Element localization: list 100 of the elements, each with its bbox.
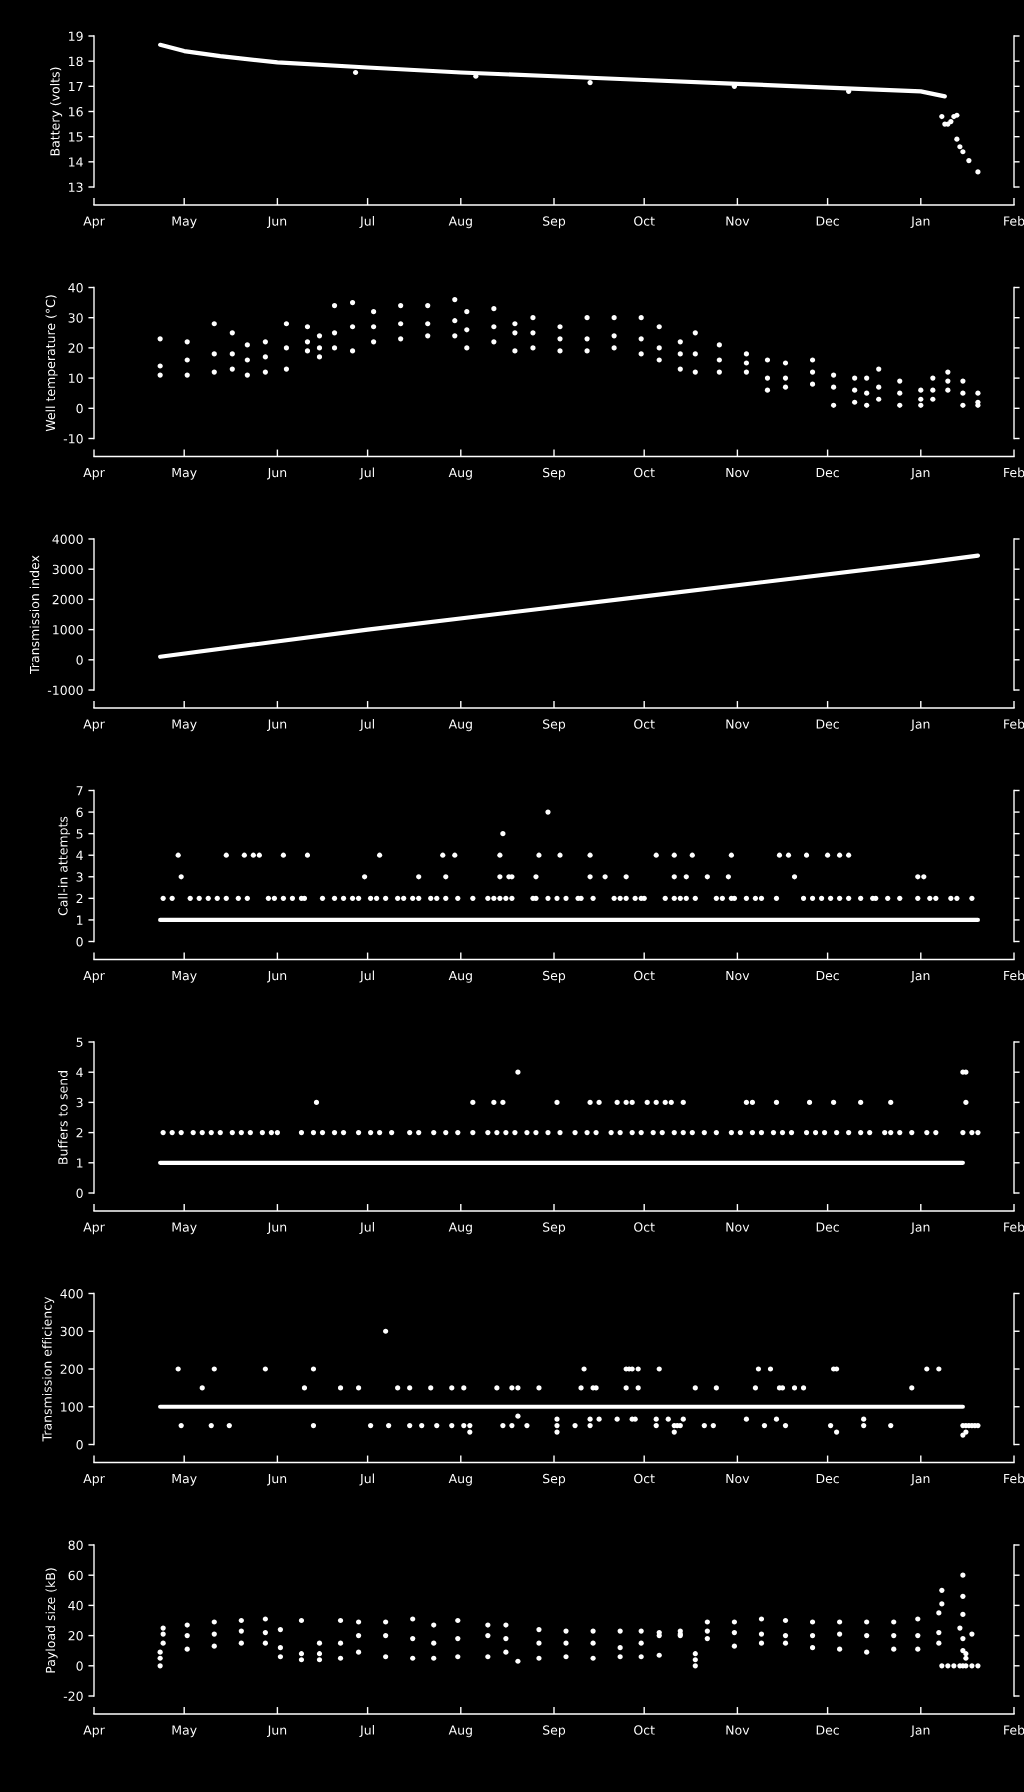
x-tick-label: Dec: [816, 468, 839, 478]
x-tick-label: Jan: [910, 1474, 930, 1486]
x-tick-label: Feb: [1004, 970, 1024, 981]
x-tick-label: Oct: [634, 1473, 655, 1484]
x-tick-label: Jan: [910, 1222, 930, 1235]
y-tick-label: 100: [61, 1402, 83, 1412]
x-tick-label: Nov: [726, 1474, 750, 1484]
x-tick-label: Dec: [816, 1222, 839, 1232]
y-tick-label: 5: [76, 829, 83, 839]
y-tick-label: -10: [63, 433, 83, 444]
x-tick-label: Jun: [266, 1222, 287, 1235]
x-tick-label: Sep: [543, 1222, 566, 1235]
y-tick-label: 0: [76, 1661, 83, 1671]
x-tick-label: Nov: [726, 1222, 750, 1232]
x-tick-label: Aug: [448, 468, 472, 480]
y-tick-label: 0: [76, 1439, 83, 1450]
y-tick-label: 1000: [53, 625, 83, 635]
x-tick-label: Nov: [726, 1725, 750, 1735]
x-tick-label: Sep: [543, 1725, 566, 1738]
y-tick-label: 3: [76, 1097, 83, 1108]
x-tick-label: Aug: [448, 1725, 472, 1738]
x-tick-label: Jun: [266, 468, 287, 480]
x-tick-label: Aug: [448, 1222, 472, 1235]
x-tick-label: Dec: [816, 1474, 839, 1484]
y-tick-label: 18: [69, 56, 83, 67]
y-tick-label: 6: [76, 807, 83, 817]
x-tick-label: Jun: [266, 971, 287, 983]
y-tick-label: 20: [68, 343, 83, 353]
y-tick-label: 14: [69, 157, 83, 167]
y-tick-label: 0: [76, 655, 83, 665]
x-tick-label: Jan: [910, 1725, 930, 1738]
y-tick-label: 4: [76, 850, 83, 860]
x-tick-label: May: [172, 719, 197, 732]
y-tick-label: 2: [76, 893, 83, 904]
x-tick-label: Dec: [816, 1725, 839, 1735]
x-tick-label: Oct: [634, 1222, 655, 1232]
y-axis-title: Battery (volts): [50, 67, 63, 156]
y-tick-label: 7: [76, 786, 83, 796]
y-tick-label: 16: [69, 106, 83, 117]
x-tick-label: Jul: [359, 1725, 374, 1738]
y-tick-label: 10: [69, 373, 83, 384]
x-tick-label: Jun: [266, 216, 287, 229]
y-tick-label: 2000: [52, 594, 83, 605]
x-tick-label: Jul: [359, 970, 374, 983]
x-tick-label: May: [172, 1725, 197, 1738]
y-tick-label: 3000: [52, 564, 83, 575]
x-tick-label: Sep: [543, 216, 566, 229]
y-tick-label: 40: [68, 1600, 83, 1611]
x-tick-label: Jun: [266, 1474, 287, 1486]
y-tick-label: 400: [60, 1288, 83, 1299]
y-tick-label: 30: [68, 313, 83, 323]
x-tick-label: Sep: [543, 719, 566, 732]
y-axis-title: Well temperature (°C): [45, 295, 58, 432]
x-tick-label: Dec: [816, 719, 839, 729]
y-tick-label: 40: [68, 282, 83, 293]
x-tick-label: Jul: [359, 1222, 374, 1235]
x-tick-label: Aug: [448, 971, 472, 983]
x-tick-label: Dec: [816, 216, 839, 226]
x-tick-label: Jan: [910, 216, 930, 229]
x-tick-label: Jun: [266, 1725, 287, 1738]
y-axis-title: Transmission index: [29, 555, 40, 674]
y-tick-label: 0: [76, 1188, 83, 1198]
x-tick-label: Oct: [634, 216, 655, 226]
y-tick-label: -20: [63, 1691, 83, 1701]
x-tick-label: Feb: [1004, 1725, 1024, 1735]
y-tick-label: 0: [76, 403, 83, 414]
x-tick-label: Aug: [448, 216, 472, 229]
y-tick-label: 19: [69, 31, 83, 41]
x-tick-label: Jan: [910, 971, 930, 983]
x-tick-label: Nov: [726, 971, 750, 981]
x-tick-label: Jun: [266, 719, 287, 732]
y-tick-label: 15: [69, 132, 83, 142]
x-tick-label: Apr: [83, 719, 105, 732]
x-tick-label: Oct: [634, 1725, 655, 1735]
x-tick-label: Feb: [1004, 1473, 1024, 1484]
y-tick-label: 4000: [52, 534, 83, 544]
y-tick-label: 17: [69, 81, 83, 92]
x-tick-label: Apr: [83, 971, 105, 983]
x-tick-label: Feb: [1004, 216, 1024, 226]
y-tick-label: -1000: [47, 685, 83, 695]
x-tick-label: Apr: [83, 1725, 105, 1738]
x-tick-label: Nov: [726, 216, 750, 226]
y-tick-label: 20: [68, 1631, 83, 1641]
y-axis-title: Buffers to send: [57, 1071, 68, 1164]
x-tick-label: May: [172, 216, 197, 229]
y-tick-label: 3: [76, 872, 83, 882]
y-tick-label: 0: [76, 936, 83, 947]
x-tick-label: Jan: [910, 719, 930, 732]
x-tick-label: Feb: [1004, 467, 1024, 478]
y-tick-label: 2: [76, 1128, 83, 1138]
x-tick-label: May: [172, 971, 197, 983]
x-tick-label: Apr: [83, 468, 105, 480]
x-tick-label: Feb: [1004, 719, 1024, 729]
x-tick-label: Jan: [910, 468, 930, 480]
x-tick-label: Nov: [726, 468, 750, 478]
x-tick-label: Jul: [359, 719, 374, 732]
x-tick-label: Apr: [83, 1474, 105, 1486]
y-tick-label: 13: [69, 182, 83, 192]
y-tick-label: 80: [68, 1540, 83, 1550]
y-axis-title: Transmission efficiency: [42, 1296, 55, 1442]
